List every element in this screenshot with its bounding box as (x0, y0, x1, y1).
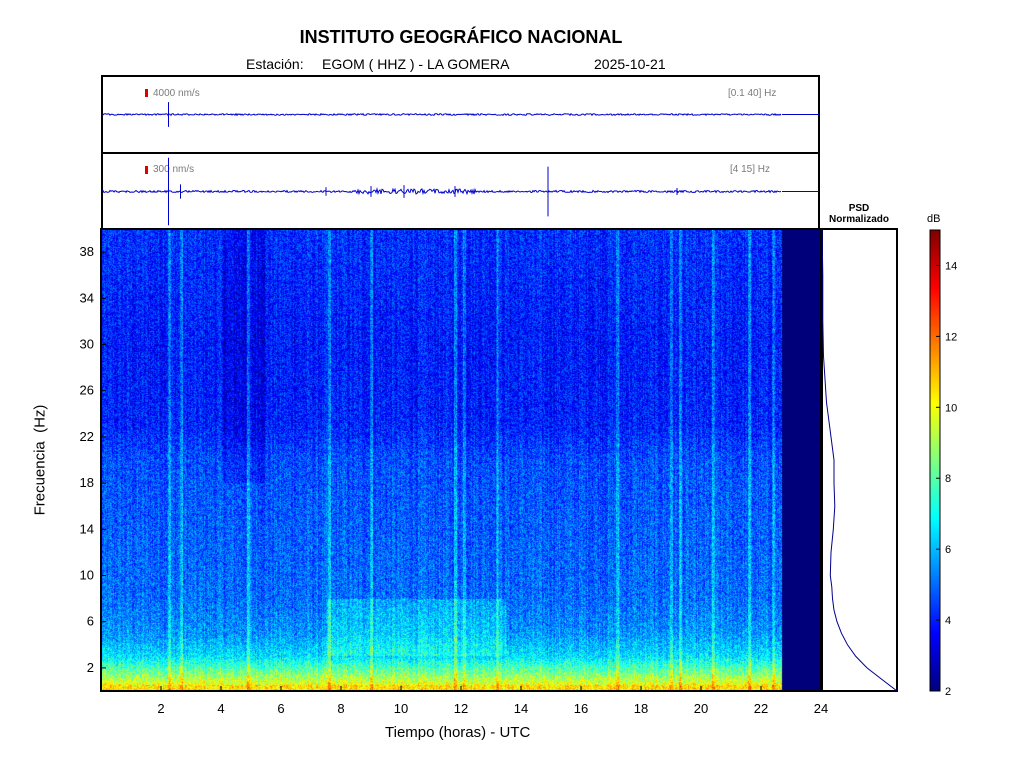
colorbar-tick-label: 14 (945, 260, 957, 272)
colorbar-unit: dB (927, 213, 941, 225)
colorbar-tick-label: 12 (945, 331, 957, 343)
station-label: Estación: (246, 56, 304, 72)
trace-band-broadband: [0.1 40] Hz (728, 88, 777, 99)
station-name: EGOM ( HHZ ) - LA GOMERA (322, 56, 510, 72)
date-label: 2025-10-21 (594, 56, 666, 72)
spectrogram-heatmap (101, 229, 821, 691)
x-tick-label: 6 (277, 701, 284, 716)
scale-marker-filtered (145, 166, 148, 174)
x-tick-label: 14 (514, 701, 528, 716)
x-tick-label: 20 (694, 701, 708, 716)
psd-curve (821, 228, 898, 692)
x-tick-label: 10 (394, 701, 408, 716)
y-tick-label: 38 (80, 244, 94, 259)
y-tick-label: 6 (87, 614, 94, 629)
trace-band-filtered: [4 15] Hz (730, 164, 771, 175)
psd-title: PSD Normalizado (822, 203, 896, 225)
filtered-trace-line (102, 187, 782, 196)
x-tick-label: 16 (574, 701, 588, 716)
broadband-trace-line (102, 112, 782, 117)
scale-marker-broadband (145, 89, 148, 97)
psd-title-line1: PSD (848, 203, 870, 214)
psd-panel-frame (821, 228, 898, 692)
colorbar-tick-label: 4 (945, 615, 951, 627)
y-tick-label: 30 (80, 337, 94, 352)
trace-scale-broadband: 4000 nm/s (153, 88, 200, 99)
y-tick-label: 14 (80, 521, 94, 536)
psd-title-line2: Normalizado (828, 214, 889, 225)
y-tick-label: 10 (80, 568, 94, 583)
colorbar-frame (929, 229, 941, 692)
colorbar-gradient (930, 230, 940, 691)
y-tick-label: 22 (80, 429, 94, 444)
y-tick-label: 34 (80, 290, 94, 305)
y-tick-label: 26 (80, 383, 94, 398)
x-axis-label: Tiempo (horas) - UTC (385, 724, 531, 741)
x-tick-label: 4 (217, 701, 224, 716)
x-tick-label: 22 (754, 701, 768, 716)
colorbar-tick-label: 10 (945, 402, 957, 414)
x-tick-label: 18 (634, 701, 648, 716)
colorbar-tick-label: 6 (945, 544, 951, 556)
y-tick-label: 18 (80, 475, 94, 490)
page-title: INSTITUTO GEOGRÁFICO NACIONAL (299, 27, 623, 47)
colorbar-tick-label: 2 (945, 686, 951, 698)
colorbar-tick-label: 8 (945, 473, 951, 485)
x-tick-label: 24 (814, 701, 828, 716)
x-tick-label: 8 (337, 701, 344, 716)
trace-scale-filtered: 300 nm/s (153, 164, 195, 175)
x-tick-label: 12 (454, 701, 468, 716)
y-tick-label: 2 (87, 660, 94, 675)
spectrogram-frame (100, 228, 822, 692)
x-tick-label: 2 (157, 701, 164, 716)
